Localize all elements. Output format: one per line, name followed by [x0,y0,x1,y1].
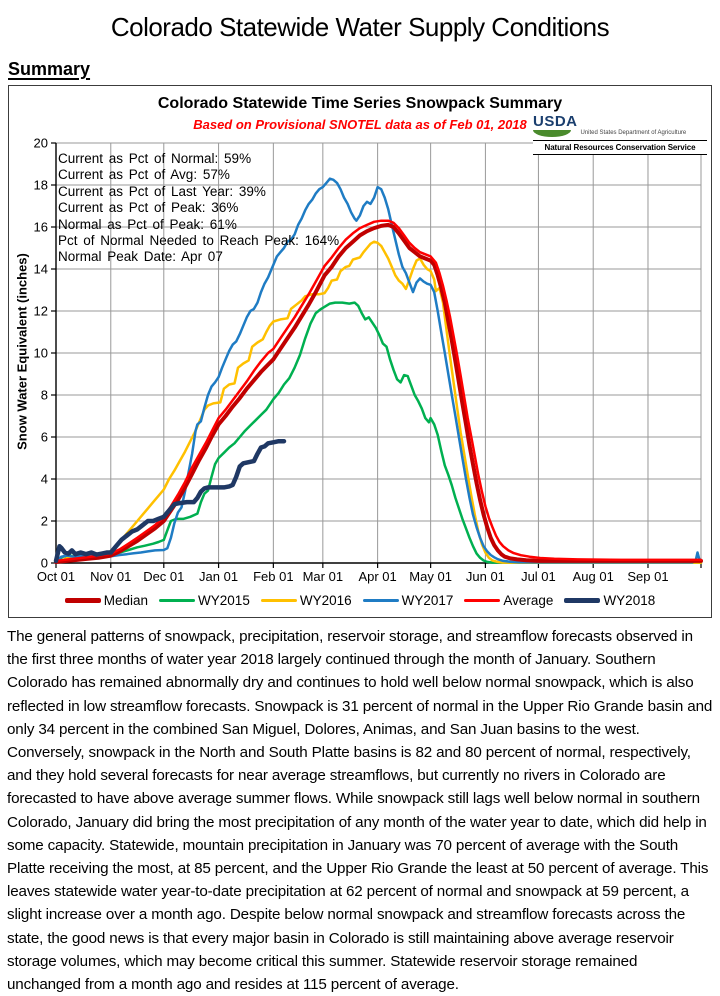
page-title: Colorado Statewide Water Supply Conditio… [110,12,610,42]
x-tick-label: Mar 01 [303,569,343,584]
series-wy2018 [53,438,287,564]
y-tick-label: 6 [41,430,48,445]
y-tick-label: 16 [34,220,48,235]
nrcs-banner: Natural Resources Conservation Service [533,140,707,155]
x-tick-label: Aug 01 [573,569,614,584]
annotation-line: Pct of Normal Needed to Reach Peak: 164% [58,233,340,249]
chart-annotations: Current as Pct of Normal: 59% Current as… [58,151,339,266]
y-tick-label: 0 [41,556,48,571]
y-tick-label: 10 [34,346,48,361]
snowpack-chart: Oct 01 Nov 01 Dec 01 Jan 01 Feb 01 Mar 01 Apr … [8,85,712,618]
y-axis-labels: 0 2 4 6 8 10 12 14 16 18 20 [34,136,48,571]
x-tick-label: Jan 01 [199,569,238,584]
x-tick-label: Nov 01 [90,569,131,584]
summary-heading: Summary [8,59,91,79]
usda-swoosh-icon [533,130,571,137]
x-tick-label: Sep 01 [627,569,668,584]
legend-label: WY2016 [299,593,352,608]
y-tick-label: 2 [41,514,48,529]
annotation-line: Current as Pct of Last Year: 39% [58,183,266,199]
annotation-line: Normal Peak Date: Apr 07 [58,249,223,265]
annotation-line: Current as Pct of Peak: 36% [58,200,239,216]
annotation-line: Current as Pct of Avg: 57% [58,167,230,183]
x-tick-label: Dec 01 [143,569,184,584]
x-tick-label: Jul 01 [521,569,556,584]
legend-item-average: Average [464,593,553,608]
chart-legend: Median WY2015 WY2016 WY2017 Average WY2018 [9,593,711,608]
series-average [54,219,703,563]
legend-label: Median [103,593,149,608]
legend-line-swatch [564,598,601,603]
y-tick-label: 20 [34,136,48,151]
series-median [54,222,703,564]
summary-body: The general patterns of snowpack, precip… [7,628,713,994]
legend-line-swatch [159,598,196,603]
legend-label: WY2015 [198,593,250,608]
legend-item-wy2017: WY2017 [362,593,454,608]
legend-line-swatch [362,598,399,603]
y-tick-label: 12 [34,304,48,319]
y-tick-label: 8 [41,388,48,403]
y-axis-title: Snow Water Equivalent (inches) [14,253,30,450]
chart-title: Colorado Statewide Time Series Snowpack … [157,95,563,112]
y-tick-label: 4 [41,472,48,487]
y-tick-label: 18 [34,178,48,193]
snowpack-plot: Oct 01 Nov 01 Dec 01 Jan 01 Feb 01 Mar 01 Apr … [34,136,703,584]
usda-logo: USDA United States Department of Agricul… [533,114,707,155]
series-wy2015 [54,301,703,564]
x-tick-label: Feb 01 [253,569,293,584]
legend-label: Average [503,593,554,608]
annotation-line: Current as Pct of Normal: 59% [58,151,252,166]
y-tick-label: 14 [34,262,48,277]
legend-label: WY2018 [603,593,656,608]
x-tick-label: Oct 01 [37,569,75,584]
legend-item-median: Median [64,593,149,608]
legend-line-swatch [464,598,501,603]
legend-item-wy2018: WY2018 [564,593,655,608]
x-tick-label: Apr 01 [358,569,396,584]
chart-subtitle: Based on Provisional SNOTEL data as of F… [193,117,527,132]
series-wy2016 [54,240,703,564]
x-axis-labels: Oct 01 Nov 01 Dec 01 Jan 01 Feb 01 Mar 01 Apr … [37,569,669,584]
legend-item-wy2016: WY2016 [260,593,352,608]
annotation-line: Normal as Pct of Peak: 61% [58,216,237,232]
gridlines [56,142,702,563]
legend-line-swatch [260,598,297,603]
x-tick-label: Jun 01 [466,569,505,584]
x-tick-label: May 01 [409,569,452,584]
legend-item-wy2015: WY2015 [159,593,250,608]
usda-wordmark: USDA [533,113,578,130]
legend-label: WY2017 [401,593,454,608]
usda-department-text: United States Department of Agriculture [580,130,687,136]
legend-line-swatch [64,598,101,603]
